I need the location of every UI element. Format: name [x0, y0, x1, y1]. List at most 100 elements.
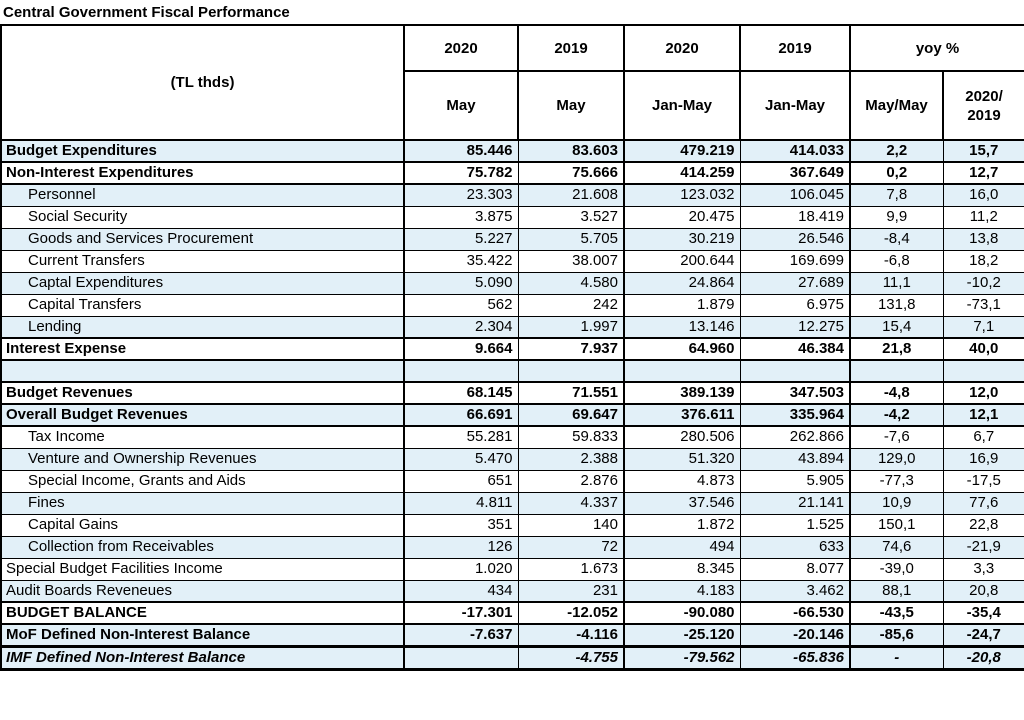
cell-value: 169.699: [739, 249, 851, 273]
row-label: Venture and Ownership Revenues: [0, 447, 405, 471]
cell-value: -66.530: [739, 601, 851, 625]
table-row: Overall Budget Revenues 66.691 69.647 376.6…: [0, 403, 1024, 427]
cell-value: 9.664: [403, 337, 519, 361]
row-label: Captal Expenditures: [0, 271, 405, 295]
row-label: Budget Expenditures: [0, 139, 405, 163]
cell-value: 200.644: [623, 249, 741, 273]
cell-value: 123.032: [623, 183, 741, 207]
table-row: Venture and Ownership Revenues 5.470 2.388…: [0, 447, 1024, 471]
cell-value: 12,7: [942, 161, 1024, 185]
cell-value: 71.551: [517, 381, 625, 405]
cell-value: 4.580: [517, 271, 625, 295]
cell-value: -35,4: [942, 601, 1024, 625]
row-label: Special Budget Facilities Income: [0, 557, 405, 581]
cell-value: 4.811: [403, 491, 519, 515]
cell-value: 66.691: [403, 403, 519, 427]
cell-value: 494: [623, 535, 741, 559]
row-label: Audit Boards Reveneues: [0, 579, 405, 603]
cell-value: -17,5: [942, 469, 1024, 493]
cell-value: [403, 359, 519, 383]
table-row: Special Budget Facilities Income 1.020 1.6…: [0, 557, 1024, 581]
cell-value: 51.320: [623, 447, 741, 471]
page-title: Central Government Fiscal Performance: [3, 4, 290, 21]
cell-value: -20,8: [942, 645, 1024, 671]
cell-value: 75.782: [403, 161, 519, 185]
cell-value: 3.462: [739, 579, 851, 603]
cell-value: 434: [403, 579, 519, 603]
cell-value: 129,0: [849, 447, 944, 471]
table-row: Goods and Services Procurement 5.227 5.705…: [0, 227, 1024, 251]
col-header-period-may-2: May: [517, 70, 625, 141]
row-label: Collection from Receivables: [0, 535, 405, 559]
col-header-period-may-1: May: [403, 70, 519, 141]
cell-value: 27.689: [739, 271, 851, 295]
cell-value: -6,8: [849, 249, 944, 273]
cell-value: 262.866: [739, 425, 851, 449]
cell-value: 22,8: [942, 513, 1024, 537]
cell-value: -90.080: [623, 601, 741, 625]
cell-value: 15,7: [942, 139, 1024, 163]
cell-value: [623, 359, 741, 383]
cell-value: [517, 359, 625, 383]
cell-value: 2.876: [517, 469, 625, 493]
cell-value: 10,9: [849, 491, 944, 515]
cell-value: 7,1: [942, 315, 1024, 339]
cell-value: 3.527: [517, 205, 625, 229]
table-row: Tax Income 55.281 59.833 280.506 262.866 -7,6…: [0, 425, 1024, 449]
cell-value: 347.503: [739, 381, 851, 405]
cell-value: -65.836: [739, 645, 851, 671]
cell-value: 131,8: [849, 293, 944, 317]
cell-value: 5.705: [517, 227, 625, 251]
cell-value: -21,9: [942, 535, 1024, 559]
table-row: Budget Revenues 68.145 71.551 389.139 347.50…: [0, 381, 1024, 405]
cell-value: 5.905: [739, 469, 851, 493]
row-label: BUDGET BALANCE: [0, 601, 405, 625]
cell-value: 126: [403, 535, 519, 559]
cell-value: 85.446: [403, 139, 519, 163]
cell-value: 12.275: [739, 315, 851, 339]
table-row: Audit Boards Reveneues 434 231 4.183 3.462 88…: [0, 579, 1024, 603]
table-row: Captal Expenditures 5.090 4.580 24.864 27.68…: [0, 271, 1024, 295]
cell-value: 11,2: [942, 205, 1024, 229]
row-label: Interest Expense: [0, 337, 405, 361]
table-row: IMF Defined Non-Interest Balance -4.755 -7…: [0, 645, 1024, 671]
table-row: Personnel 23.303 21.608 123.032 106.045 7,8 16…: [0, 183, 1024, 207]
cell-value: 2.388: [517, 447, 625, 471]
cell-value: 46.384: [739, 337, 851, 361]
row-label: Current Transfers: [0, 249, 405, 273]
cell-value: 13.146: [623, 315, 741, 339]
cell-value: 1.525: [739, 513, 851, 537]
cell-value: [849, 359, 944, 383]
table-body: Budget Expenditures 85.446 83.603 479.219 41…: [0, 139, 1024, 671]
cell-value: 9,9: [849, 205, 944, 229]
table-row: BUDGET BALANCE -17.301 -12.052 -90.080 -66.5…: [0, 601, 1024, 625]
cell-value: 77,6: [942, 491, 1024, 515]
cell-value: 37.546: [623, 491, 741, 515]
cell-value: 414.033: [739, 139, 851, 163]
cell-value: -25.120: [623, 623, 741, 648]
cell-value: 21.608: [517, 183, 625, 207]
row-label: Special Income, Grants and Aids: [0, 469, 405, 493]
col-header-year-2020-may: 2020: [403, 24, 519, 72]
cell-value: -17.301: [403, 601, 519, 625]
cell-value: 562: [403, 293, 519, 317]
cell-value: 633: [739, 535, 851, 559]
cell-value: -20.146: [739, 623, 851, 648]
table-row: Non-Interest Expenditures 75.782 75.666 414…: [0, 161, 1024, 185]
cell-value: -85,6: [849, 623, 944, 648]
row-label: Capital Gains: [0, 513, 405, 537]
cell-value: 140: [517, 513, 625, 537]
cell-value: 5.470: [403, 447, 519, 471]
cell-value: 38.007: [517, 249, 625, 273]
header-periods-row: May May Jan-May Jan-May May/May 2020/ 20…: [1, 70, 1024, 141]
row-label: Fines: [0, 491, 405, 515]
col-header-yoy: yoy %: [848, 24, 1024, 72]
cell-value: 69.647: [517, 403, 625, 427]
cell-value: 2,2: [849, 139, 944, 163]
cell-value: -7.637: [403, 623, 519, 648]
cell-value: 21.141: [739, 491, 851, 515]
cell-value: -4.116: [517, 623, 625, 648]
cell-value: 74,6: [849, 535, 944, 559]
cell-value: 24.864: [623, 271, 741, 295]
cell-value: 106.045: [739, 183, 851, 207]
